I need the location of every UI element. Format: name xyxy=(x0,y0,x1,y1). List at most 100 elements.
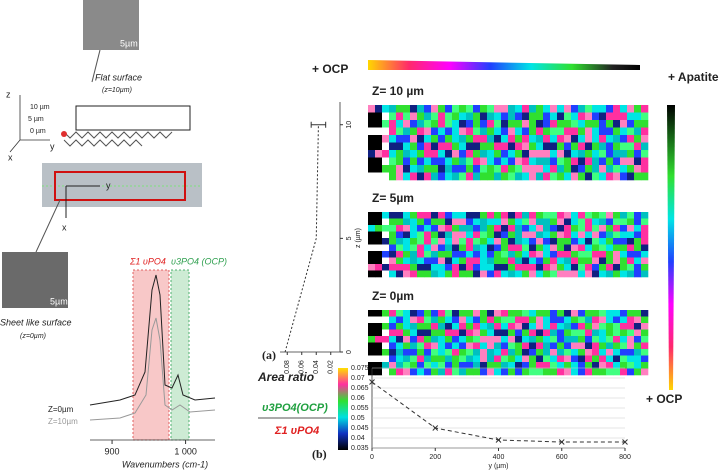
map-cell xyxy=(529,270,537,278)
map-cell xyxy=(641,251,649,258)
map-cell xyxy=(515,105,523,113)
map-cell xyxy=(466,342,474,350)
map-cell xyxy=(592,244,600,252)
map-cell xyxy=(452,157,460,166)
map-cell xyxy=(613,310,621,317)
map-cell xyxy=(536,172,544,181)
map-cell xyxy=(529,212,537,219)
map-cell xyxy=(368,225,376,232)
map-cell xyxy=(613,127,621,136)
map-cell xyxy=(452,257,460,265)
map-cell xyxy=(620,142,628,151)
map-cell xyxy=(620,336,628,343)
map-cell xyxy=(543,172,551,181)
map-cell xyxy=(375,349,383,356)
map-cell xyxy=(368,342,376,350)
map-cell xyxy=(501,165,509,173)
map-cell xyxy=(627,336,635,343)
map-cell xyxy=(543,251,551,258)
map-cell xyxy=(599,264,607,271)
map-cell xyxy=(564,105,572,113)
map-cell xyxy=(592,349,600,356)
map-cell xyxy=(620,329,628,337)
map-cell xyxy=(480,342,488,350)
map-cell xyxy=(585,112,593,121)
map-cell xyxy=(641,212,649,219)
map-cell xyxy=(466,157,474,166)
map-cell xyxy=(571,150,579,158)
label: 10 µm xyxy=(30,104,50,111)
map-cell xyxy=(417,112,425,121)
axis-label: z xyxy=(6,89,11,99)
map-cell xyxy=(529,165,537,173)
map-cell xyxy=(473,342,481,350)
map-cell xyxy=(508,105,516,113)
map-cell xyxy=(543,264,551,271)
map-cell xyxy=(592,105,600,113)
map-cell xyxy=(424,212,432,219)
map-cell xyxy=(473,212,481,219)
map-cell xyxy=(487,329,495,337)
x-tick-label: 900 xyxy=(105,446,120,456)
map-cell xyxy=(578,264,586,271)
map-cell xyxy=(641,323,649,330)
map-cell xyxy=(564,257,572,265)
map-cell xyxy=(445,368,453,376)
panel-label: (a) xyxy=(262,348,276,362)
map-cell xyxy=(606,112,614,121)
map-cell xyxy=(459,157,467,166)
map-cell xyxy=(438,165,446,173)
map-cell xyxy=(487,112,495,121)
map-cell xyxy=(494,349,502,356)
map-cell xyxy=(529,329,537,337)
map-cell xyxy=(571,310,579,317)
map-cell xyxy=(466,368,474,376)
map-cell xyxy=(494,329,502,337)
map-cell xyxy=(368,244,376,252)
map-cell xyxy=(473,225,481,232)
map-cell xyxy=(480,112,488,121)
map-cell xyxy=(508,165,516,173)
map-cell xyxy=(494,212,502,219)
map-cell xyxy=(627,225,635,232)
map-cell xyxy=(424,329,432,337)
map-cell xyxy=(438,150,446,158)
map-cell xyxy=(620,112,628,121)
map-cell xyxy=(466,355,474,363)
map-cell xyxy=(417,362,425,369)
map-cell xyxy=(466,336,474,343)
map-cell xyxy=(389,329,397,337)
map-cell xyxy=(375,251,383,258)
map-cell xyxy=(410,310,418,317)
map-cell xyxy=(515,165,523,173)
map-cell xyxy=(641,355,649,363)
map-cell xyxy=(606,120,614,128)
map-cell xyxy=(522,157,530,166)
map-cell xyxy=(529,368,537,376)
map-cell xyxy=(571,142,579,151)
map-cell xyxy=(550,212,558,219)
map-cell xyxy=(550,270,558,278)
map-cell xyxy=(522,316,530,324)
map-cell xyxy=(606,142,614,151)
map-cell xyxy=(557,127,565,136)
map-cell xyxy=(578,251,586,258)
map-cell xyxy=(578,105,586,113)
map-cell xyxy=(592,135,600,143)
label: 5 µm xyxy=(28,116,44,123)
map-cell xyxy=(417,165,425,173)
map-cell xyxy=(487,212,495,219)
map-cell xyxy=(578,231,586,239)
map-cell xyxy=(564,150,572,158)
map-cell xyxy=(417,257,425,265)
map-cell xyxy=(522,225,530,232)
map-cell xyxy=(550,120,558,128)
map-cell xyxy=(501,105,509,113)
map-cell xyxy=(578,362,586,369)
map-cell xyxy=(487,270,495,278)
map-cell xyxy=(543,231,551,239)
map-cell xyxy=(452,310,460,317)
map-cell xyxy=(508,212,516,219)
map-cell xyxy=(396,257,404,265)
map-cell xyxy=(396,349,404,356)
